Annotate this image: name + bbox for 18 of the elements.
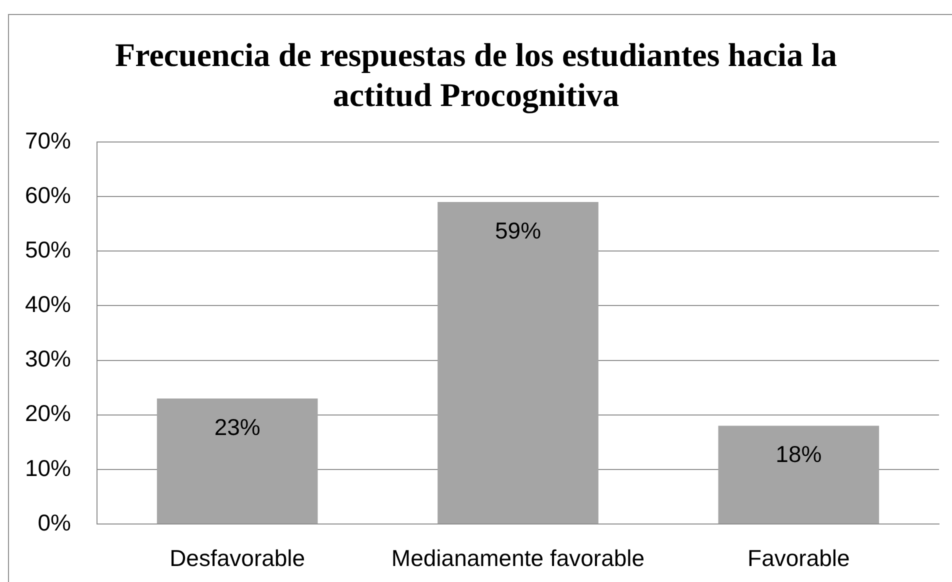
chart-title: Frecuencia de respuestas de los estudiantes hacia la actitud Procognitiva (114, 37, 838, 116)
x-tick-label: Favorable (748, 545, 850, 572)
x-tick-label: Desfavorable (170, 545, 306, 572)
y-tick-label: 0% (38, 509, 71, 536)
y-tick-label: 30% (24, 346, 71, 372)
bar (718, 426, 880, 524)
y-tick-label: 50% (24, 236, 71, 262)
data-label: 23% (214, 414, 260, 440)
y-tick-label: 70% (24, 127, 71, 154)
y-tick-label: 60% (24, 182, 71, 208)
bar (438, 202, 598, 524)
y-tick-label: 40% (24, 291, 71, 318)
bar (156, 398, 318, 524)
data-label: 18% (776, 441, 822, 468)
y-tick-label: 20% (24, 400, 71, 426)
y-tick-label: 10% (24, 454, 71, 481)
x-tick-label: Medianamente favorable (391, 545, 645, 572)
data-label: 59% (494, 217, 542, 244)
